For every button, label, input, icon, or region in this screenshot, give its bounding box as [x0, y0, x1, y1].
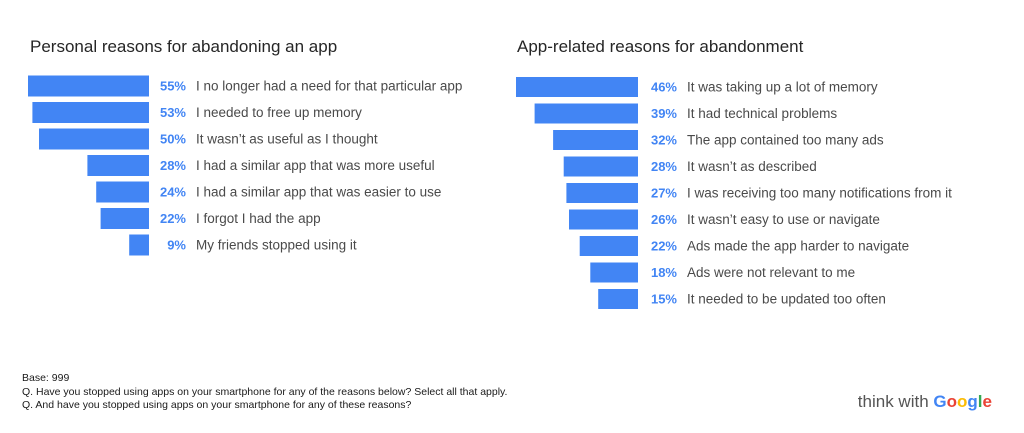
- app-value-label: 32%: [651, 133, 677, 148]
- app-bar: [553, 130, 638, 150]
- personal-value-label: 28%: [160, 158, 186, 173]
- app-value-label: 18%: [651, 265, 677, 280]
- personal-bar: [96, 181, 149, 203]
- personal-value-label: 22%: [160, 211, 186, 226]
- app-value-label: 26%: [651, 212, 677, 227]
- app-category-label: I was receiving too many notifications f…: [687, 186, 952, 201]
- personal-value-label: 9%: [167, 238, 186, 253]
- google-letter: l: [977, 392, 983, 411]
- personal-value-label: 24%: [160, 185, 186, 200]
- app-category-label: It was taking up a lot of memory: [687, 80, 878, 95]
- base-note: Base: 999: [22, 372, 70, 384]
- app-category-label: Ads made the app harder to navigate: [687, 239, 909, 254]
- app-value-label: 27%: [651, 186, 677, 201]
- app-bar: [566, 183, 638, 203]
- app-category-label: It had technical problems: [687, 106, 837, 121]
- personal-bar: [87, 155, 149, 176]
- personal-category-label: I no longer had a need for that particul…: [196, 79, 462, 94]
- personal-bar: [39, 128, 149, 150]
- app-value-label: 15%: [651, 292, 677, 307]
- app-value-label: 39%: [651, 106, 677, 121]
- app-category-label: It needed to be updated too often: [687, 292, 886, 307]
- app-value-label: 22%: [651, 239, 677, 254]
- google-letter: e: [982, 392, 992, 411]
- personal-bar: [100, 208, 149, 229]
- personal-value-label: 53%: [160, 105, 186, 120]
- google-letter: g: [967, 392, 978, 411]
- app-bar: [563, 156, 638, 177]
- app-category-label: Ads were not relevant to me: [687, 265, 855, 280]
- app-bar: [579, 236, 638, 256]
- app-category-label: It wasn’t easy to use or navigate: [687, 212, 880, 227]
- app-bar: [534, 103, 638, 124]
- personal-value-label: 55%: [160, 79, 186, 94]
- personal-category-label: I forgot I had the app: [196, 211, 321, 226]
- app-bar: [516, 77, 638, 97]
- personal-category-label: I had a similar app that was easier to u…: [196, 185, 441, 200]
- personal-category-label: My friends stopped using it: [196, 238, 357, 253]
- footnotes: Base: 999 Q. Have you stopped using apps…: [22, 372, 507, 413]
- personal-chart-title: Personal reasons for abandoning an app: [30, 37, 337, 56]
- personal-bar: [129, 234, 149, 256]
- app-chart-title: App-related reasons for abandonment: [517, 37, 804, 56]
- question-note-2: Q. And have you stopped using apps on yo…: [22, 399, 412, 411]
- app-bar: [569, 209, 638, 230]
- app-value-label: 28%: [651, 159, 677, 174]
- brand-lead-text: think with: [857, 392, 934, 411]
- personal-value-label: 50%: [160, 132, 186, 147]
- app-category-label: The app contained too many ads: [687, 133, 884, 148]
- personal-category-label: I had a similar app that was more useful: [196, 158, 435, 173]
- personal-category-label: I needed to free up memory: [196, 105, 362, 120]
- personal-category-label: It wasn’t as useful as I thought: [196, 132, 378, 147]
- google-letter: o: [946, 392, 958, 411]
- google-letter: G: [933, 392, 947, 411]
- google-letter: o: [957, 392, 968, 411]
- personal-bar: [28, 75, 149, 97]
- personal-bar: [32, 102, 149, 123]
- app-category-label: It wasn’t as described: [687, 159, 817, 174]
- think-with-google-logo: think with Google: [858, 392, 992, 412]
- app-value-label: 46%: [651, 80, 677, 95]
- google-wordmark: Google: [933, 392, 992, 411]
- question-note-1: Q. Have you stopped using apps on your s…: [22, 385, 508, 398]
- app-bar: [590, 262, 638, 283]
- app-bar: [598, 289, 638, 309]
